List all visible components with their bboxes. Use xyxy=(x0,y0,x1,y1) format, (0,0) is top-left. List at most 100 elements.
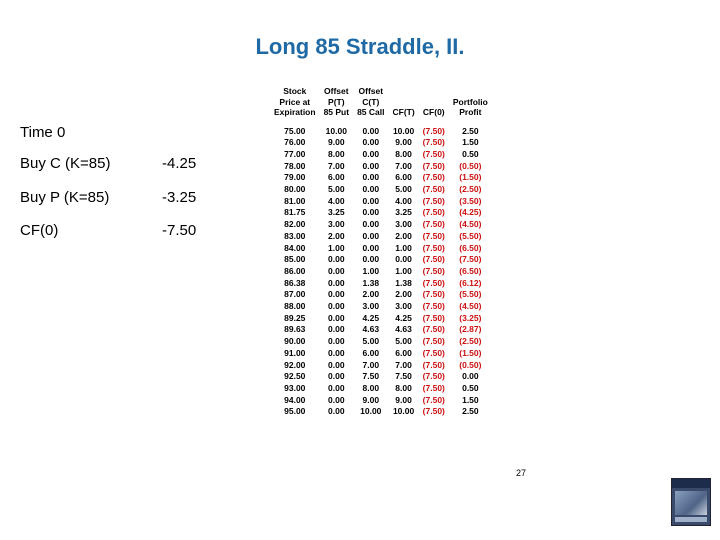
table-row: 87.00 0.00 2.00 2.00 (7.50) (5.50) xyxy=(270,289,492,301)
table-cell: (7.50) xyxy=(422,219,445,230)
table-cell: 10.00 xyxy=(325,125,347,136)
table-cell: 6.00 xyxy=(328,172,345,183)
table-cell: 0.00 xyxy=(362,125,380,136)
table-cell: 0.00 xyxy=(362,148,380,159)
table-cell: (1.50) xyxy=(459,172,482,183)
table-cell: 2.50 xyxy=(462,406,479,417)
table-cell: 87.00 xyxy=(284,289,306,300)
table-cell: 0.00 xyxy=(362,207,380,218)
table-cell: 0.00 xyxy=(328,371,345,382)
table-cell: 1.00 xyxy=(395,265,412,276)
table-cell: (7.50) xyxy=(422,148,445,159)
table-cell: (7.50) xyxy=(422,289,445,300)
table-row: 92.50 0.00 7.50 7.50 (7.50) 0.00 xyxy=(270,371,492,383)
table-row: 89.63 0.00 4.63 4.63 (7.50) (2.87) xyxy=(270,324,492,336)
table-cell: 7.00 xyxy=(395,160,412,171)
table-row: 81.75 3.25 0.00 3.25 (7.50) (4.25) xyxy=(270,207,492,219)
table-cell: 7.50 xyxy=(395,371,412,382)
table-cell: 94.00 xyxy=(284,394,306,405)
header-offset-put: Offset P(T) 85 Put xyxy=(323,86,350,117)
table-cell: (7.50) xyxy=(422,312,445,323)
table-cell: (7.50) xyxy=(422,359,445,370)
table-cell: 4.63 xyxy=(395,324,412,335)
table-row: 77.00 8.00 0.00 8.00 (7.50) 0.50 xyxy=(270,149,492,161)
table-cell: 0.00 xyxy=(395,254,412,265)
table-row: 89.25 0.00 4.25 4.25 (7.50) (3.25) xyxy=(270,313,492,325)
table-cell: 0.00 xyxy=(362,195,380,206)
table-cell: 88.00 xyxy=(284,301,306,312)
table-cell: (6.12) xyxy=(459,277,482,288)
table-row: 79.00 6.00 0.00 6.00 (7.50) (1.50) xyxy=(270,172,492,184)
table-cell: (7.50) xyxy=(422,172,445,183)
table-cell: 8.00 xyxy=(362,382,380,393)
table-cell: (7.50) xyxy=(422,382,445,393)
table-row: 85.00 0.00 0.00 0.00 (7.50) (7.50) xyxy=(270,254,492,266)
table-cell: 0.00 xyxy=(328,289,345,300)
table-cell: 1.50 xyxy=(462,137,479,148)
table-cell: 3.00 xyxy=(362,301,380,312)
table-cell: 0.00 xyxy=(328,359,345,370)
table-cell: (5.50) xyxy=(459,289,482,300)
table-cell: 5.00 xyxy=(362,336,380,347)
table-cell: 5.00 xyxy=(328,184,345,195)
table-cell: (7.50) xyxy=(422,394,445,405)
table-cell: (7.50) xyxy=(422,195,445,206)
table-row: 75.00 10.00 0.00 10.00 (7.50) 2.50 xyxy=(270,126,492,138)
table-cell: (7.50) xyxy=(422,125,445,136)
table-cell: 4.25 xyxy=(362,312,380,323)
page-number: 27 xyxy=(516,468,527,478)
table-cell: 80.00 xyxy=(284,184,306,195)
table-cell: 0.00 xyxy=(328,347,345,358)
table-row: 88.00 0.00 3.00 3.00 (7.50) (4.50) xyxy=(270,301,492,313)
table-row: 91.00 0.00 6.00 6.00 (7.50) (1.50) xyxy=(270,348,492,360)
header-offset-call: Offset C(T) 85 Call xyxy=(357,86,385,117)
table-cell: 10.00 xyxy=(392,125,415,136)
table-cell: 4.63 xyxy=(362,324,380,335)
table-row: 76.00 9.00 0.00 9.00 (7.50) 1.50 xyxy=(270,137,492,149)
table-cell: 75.00 xyxy=(284,125,306,136)
table-cell: 0.00 xyxy=(328,301,345,312)
time-zero-label: Time 0 xyxy=(20,124,66,141)
table-cell: 0.00 xyxy=(328,324,345,335)
header-portfolio-profit: Portfolio Profit xyxy=(452,96,488,118)
table-cell: 89.25 xyxy=(284,312,306,323)
table-cell: (1.50) xyxy=(459,347,482,358)
table-cell: 8.00 xyxy=(395,382,412,393)
table-cell: 92.00 xyxy=(284,359,306,370)
table-cell: (7.50) xyxy=(422,184,445,195)
table-cell: 1.38 xyxy=(395,277,412,288)
table-cell: (3.50) xyxy=(459,195,482,206)
table-cell: (4.25) xyxy=(459,207,482,218)
table-cell: 0.00 xyxy=(462,371,479,382)
table-row: 78.00 7.00 0.00 7.00 (7.50) (0.50) xyxy=(270,161,492,173)
table-cell: (2.50) xyxy=(459,336,482,347)
table-row: 92.00 0.00 7.00 7.00 (7.50) (0.50) xyxy=(270,360,492,372)
table-row: 93.00 0.00 8.00 8.00 (7.50) 0.50 xyxy=(270,383,492,395)
table-cell: 1.00 xyxy=(328,242,345,253)
table-cell: (7.50) xyxy=(459,254,482,265)
table-cell: 1.00 xyxy=(395,242,412,253)
table-cell: 84.00 xyxy=(284,242,306,253)
table-cell: (7.50) xyxy=(422,277,445,288)
table-cell: 9.00 xyxy=(395,394,412,405)
table-row: 95.00 0.00 10.00 10.00 (7.50) 2.50 xyxy=(270,406,492,418)
table-cell: 2.00 xyxy=(395,289,412,300)
table-cell: 4.00 xyxy=(328,195,345,206)
table-cell: 5.00 xyxy=(395,184,412,195)
table-cell: 0.00 xyxy=(362,137,380,148)
table-cell: 77.00 xyxy=(284,148,306,159)
table-cell: (0.50) xyxy=(459,160,482,171)
table-cell: 1.00 xyxy=(362,265,380,276)
table-cell: 81.75 xyxy=(284,207,306,218)
table-cell: 0.00 xyxy=(328,277,345,288)
table-cell: 82.00 xyxy=(284,219,306,230)
table-cell: 86.00 xyxy=(284,265,306,276)
table-cell: 8.00 xyxy=(395,148,412,159)
table-row: 86.00 0.00 1.00 1.00 (7.50) (6.50) xyxy=(270,266,492,278)
table-cell: 89.63 xyxy=(284,324,306,335)
cf0-label: CF(0) xyxy=(20,222,59,239)
table-row: 82.00 3.00 0.00 3.00 (7.50) (4.50) xyxy=(270,219,492,231)
table-cell: (0.50) xyxy=(459,359,482,370)
table-cell: 1.50 xyxy=(462,394,479,405)
table-row: 83.00 2.00 0.00 2.00 (7.50) (5.50) xyxy=(270,231,492,243)
